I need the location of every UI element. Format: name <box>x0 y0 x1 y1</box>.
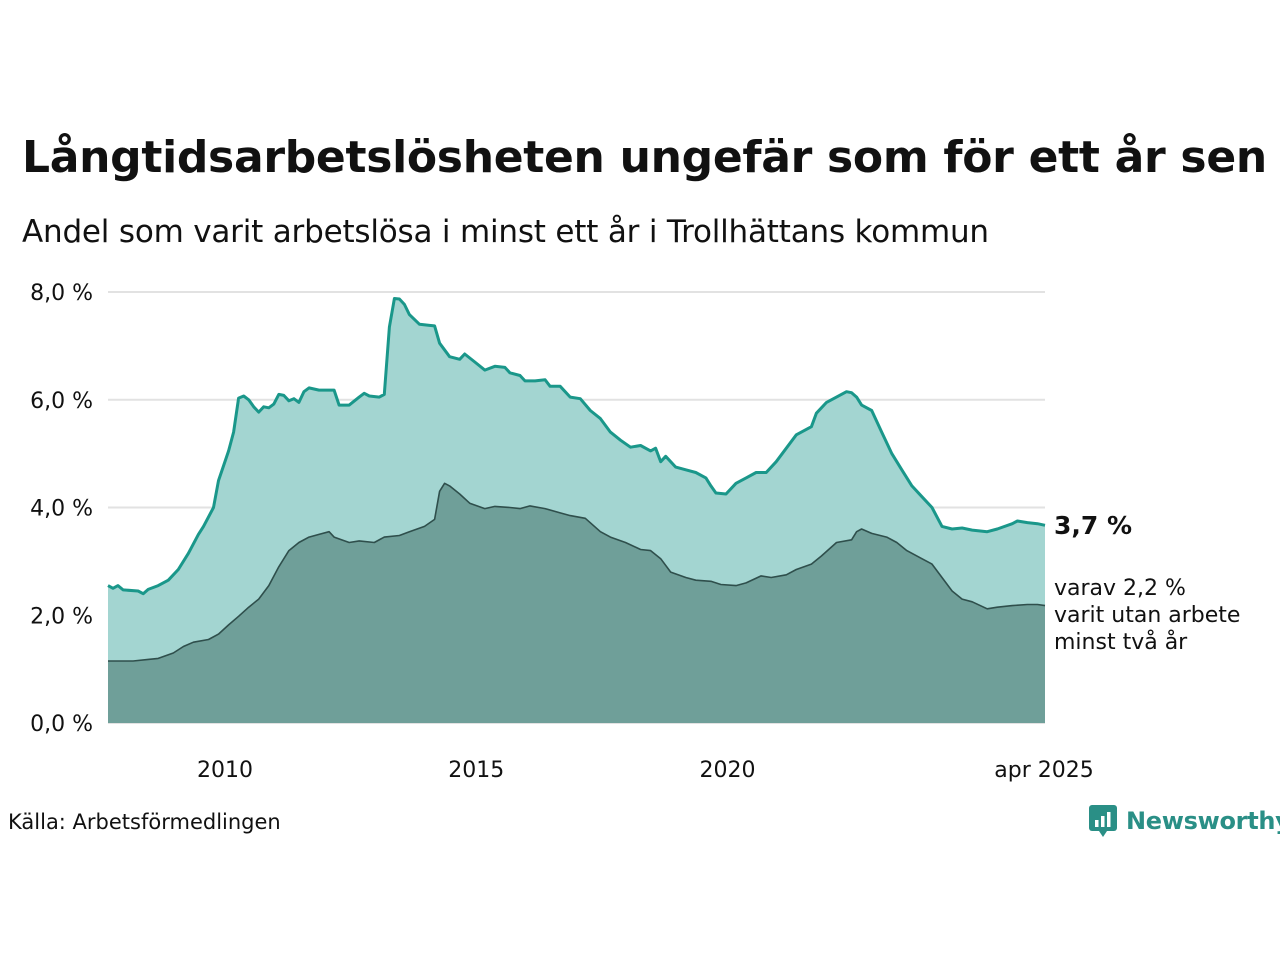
series-line-minst-tva-ar <box>108 482 1046 662</box>
x-tick-label: 2020 <box>699 758 755 783</box>
area-chart: 0,0 % 2,0 % 4,0 % 6,0 % 8,0 % 2010 2015 2020 apr… <box>30 281 1094 783</box>
x-tick-label: apr 2025 <box>994 758 1093 783</box>
source-note: Källa: Arbetsförmedlingen <box>8 810 281 834</box>
y-tick-label: 6,0 % <box>30 389 93 414</box>
x-tick-label: 2010 <box>197 758 253 783</box>
newsworthy-logo-icon <box>1089 805 1117 837</box>
latest-value-label: 3,7 % <box>1054 511 1133 540</box>
sub-value-line-3: minst två år <box>1054 630 1188 655</box>
chart-subtitle: Andel som varit arbetslösa i minst ett å… <box>22 214 989 250</box>
x-tick-label: 2015 <box>448 758 504 783</box>
sub-value-line-1: varav 2,2 % <box>1054 576 1186 601</box>
chart-title: Långtidsarbetslösheten ungefär som för e… <box>22 132 1267 183</box>
brand-logo[interactable]: Newsworthy <box>1088 804 1280 838</box>
series-line-minst-ett-ar <box>107 297 1046 596</box>
y-tick-label: 0,0 % <box>30 712 93 737</box>
y-tick-label: 2,0 % <box>30 604 93 629</box>
sub-value-label: varav 2,2 % varit utan arbete minst två … <box>1054 575 1240 656</box>
sub-value-line-2: varit utan arbete <box>1054 603 1241 628</box>
y-tick-label: 4,0 % <box>30 497 93 522</box>
y-tick-label: 8,0 % <box>30 281 93 306</box>
brand-name: Newsworthy <box>1126 807 1280 835</box>
series-area-minst-tva-ar <box>108 483 1045 723</box>
